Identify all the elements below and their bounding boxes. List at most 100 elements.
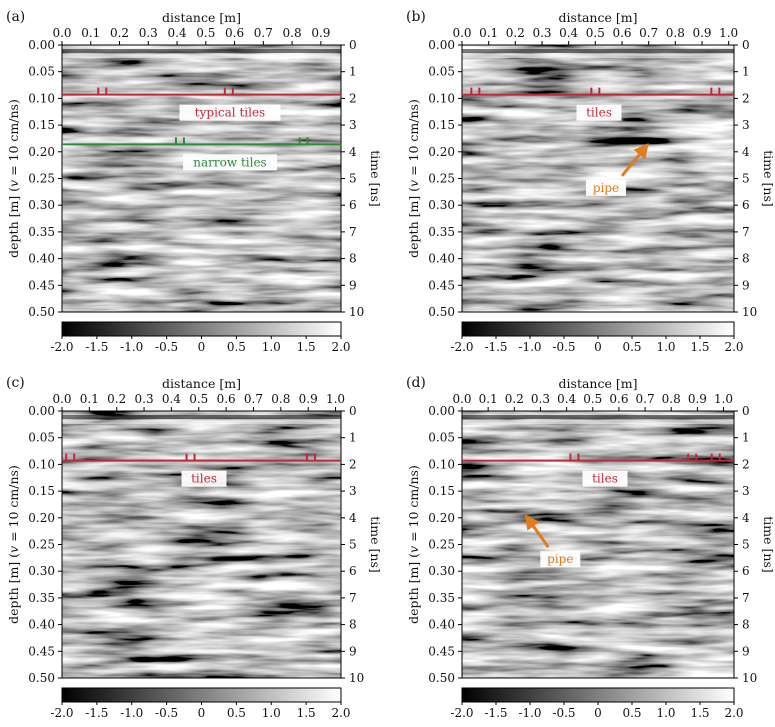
time-tick-label: 5 bbox=[349, 172, 357, 186]
tile-label-box bbox=[181, 470, 227, 487]
depth-axis-label-part: v bbox=[406, 546, 421, 553]
colorbar-tick-label: -2.0 bbox=[50, 340, 73, 354]
x-tick-label: 0.7 bbox=[254, 26, 273, 40]
time-tick-label: 3 bbox=[742, 484, 750, 498]
x-tick-label: 1.0 bbox=[326, 392, 345, 406]
colorbar-tick-label: -1.0 bbox=[518, 706, 541, 720]
direct-wave-band bbox=[62, 54, 341, 58]
x-tick-label: 0.4 bbox=[557, 392, 576, 406]
time-axis-label: time [ns] bbox=[368, 516, 383, 572]
depth-axis-label-part: = 10 cm/ns) bbox=[6, 99, 21, 180]
depth-axis-label-part: v bbox=[406, 180, 421, 187]
colorbar-tick-label: 0.5 bbox=[622, 340, 641, 354]
pipe-label-box bbox=[586, 179, 626, 196]
depth-axis-label-part: depth [m] ( bbox=[6, 187, 21, 258]
colorbar-tick-label: 0.5 bbox=[227, 340, 246, 354]
colorbar-tick-label: 1.5 bbox=[297, 340, 316, 354]
time-tick-label: 1 bbox=[349, 431, 357, 445]
depth-tick-label: 0.45 bbox=[428, 278, 455, 292]
colorbar-tick-label: 0 bbox=[198, 706, 206, 720]
tile-label: tiles bbox=[191, 472, 217, 486]
depth-tick-label: 0.40 bbox=[28, 618, 55, 632]
depth-tick-label: 0.25 bbox=[28, 172, 55, 186]
depth-tick-label: 0.20 bbox=[28, 145, 55, 159]
time-tick-label: 8 bbox=[349, 618, 357, 632]
depth-tick-label: 0.50 bbox=[428, 305, 455, 319]
colorbar-tick-label: -0.5 bbox=[155, 340, 178, 354]
depth-axis-label-part: = 10 cm/ns) bbox=[406, 99, 421, 180]
time-tick-label: 6 bbox=[742, 198, 750, 212]
depth-tick-label: 0.30 bbox=[28, 564, 55, 578]
x-tick-label: 0.3 bbox=[135, 392, 154, 406]
depth-tick-label: 0.35 bbox=[28, 225, 55, 239]
depth-tick-label: 0.25 bbox=[428, 538, 455, 552]
depth-tick-label: 0.50 bbox=[28, 671, 55, 685]
colorbar-tick-label: -1.5 bbox=[484, 340, 507, 354]
time-tick-label: 3 bbox=[349, 484, 357, 498]
tile-label: typical tiles bbox=[195, 106, 265, 120]
time-axis-label: time [ns] bbox=[761, 150, 775, 206]
time-tick-label: 10 bbox=[742, 305, 757, 319]
x-tick-label: 0.0 bbox=[52, 26, 71, 40]
tile-marker bbox=[223, 87, 234, 95]
x-tick-label: 0.1 bbox=[479, 26, 498, 40]
time-tick-label: 5 bbox=[742, 538, 750, 552]
colorbar-tick-label: 0.5 bbox=[227, 706, 246, 720]
colorbar-tick-label: 1.5 bbox=[297, 706, 316, 720]
time-tick-label: 5 bbox=[349, 538, 357, 552]
radargram-area bbox=[462, 411, 734, 678]
direct-wave-band bbox=[62, 415, 341, 419]
x-tick-label: 0.9 bbox=[311, 26, 330, 40]
direct-wave-band bbox=[462, 49, 734, 53]
time-tick-label: 8 bbox=[742, 618, 750, 632]
panel-d: (d) distance [m] 0.0 0.1 0.2 0.3 0.4 0.5 0.6 0.7 0… bbox=[406, 375, 775, 720]
time-tick-label: 4 bbox=[742, 511, 750, 525]
depth-tick-label: 0.50 bbox=[28, 305, 55, 319]
depth-tick-label: 0.25 bbox=[28, 538, 55, 552]
colorbar-tick-label: -2.0 bbox=[450, 706, 473, 720]
pipe-arrow bbox=[524, 514, 550, 549]
panel-label: (a) bbox=[6, 9, 25, 25]
time-tick-label: 0 bbox=[742, 404, 750, 418]
tile-label: tiles bbox=[592, 472, 618, 486]
x-tick-label: 0.6 bbox=[217, 392, 236, 406]
depth-tick-label: 0.05 bbox=[428, 431, 455, 445]
x-tick-label: 0.4 bbox=[168, 26, 187, 40]
tile-marker bbox=[687, 453, 698, 461]
time-tick-label: 6 bbox=[349, 198, 357, 212]
colorbar-tick-label: 1.5 bbox=[690, 340, 709, 354]
depth-axis-label-part: depth [m] ( bbox=[406, 553, 421, 624]
depth-tick-label: 0.45 bbox=[28, 644, 55, 658]
depth-tick-label: 0.40 bbox=[428, 252, 455, 266]
time-tick-label: 1 bbox=[742, 65, 750, 79]
depth-tick-label: 0.45 bbox=[28, 278, 55, 292]
depth-tick-label: 0.35 bbox=[428, 225, 455, 239]
time-tick-label: 1 bbox=[349, 65, 357, 79]
x-tick-label: 0.7 bbox=[636, 392, 655, 406]
radargram-texture bbox=[462, 411, 734, 678]
time-tick-label: 10 bbox=[742, 671, 757, 685]
x-tick-label: 0.2 bbox=[505, 392, 524, 406]
tile-label-box bbox=[576, 104, 622, 121]
colorbar-tick-label: -2.0 bbox=[450, 340, 473, 354]
depth-tick-label: 0.15 bbox=[28, 118, 55, 132]
depth-tick-label: 0.00 bbox=[28, 404, 55, 418]
depth-tick-label: 0.00 bbox=[28, 38, 55, 52]
colorbar-tick-label: -1.0 bbox=[518, 340, 541, 354]
colorbar-tick-label: 0.5 bbox=[622, 706, 641, 720]
x-tick-label: 0.6 bbox=[612, 26, 631, 40]
colorbar bbox=[61, 687, 342, 703]
time-tick-label: 1 bbox=[742, 431, 750, 445]
direct-wave-band bbox=[462, 54, 734, 58]
panel-b: (b) distance [m] 0.0 0.1 0.2 0.3 0.4 0.5 0.6 0.7 0… bbox=[406, 9, 775, 354]
depth-tick-label: 0.05 bbox=[28, 431, 55, 445]
time-tick-label: 0 bbox=[349, 404, 357, 418]
x-tick-label: 0.5 bbox=[583, 392, 602, 406]
colorbar bbox=[61, 321, 342, 337]
tile-marker bbox=[569, 453, 580, 461]
time-tick-label: 0 bbox=[742, 38, 750, 52]
time-tick-label: 3 bbox=[742, 118, 750, 132]
time-tick-label: 6 bbox=[742, 564, 750, 578]
